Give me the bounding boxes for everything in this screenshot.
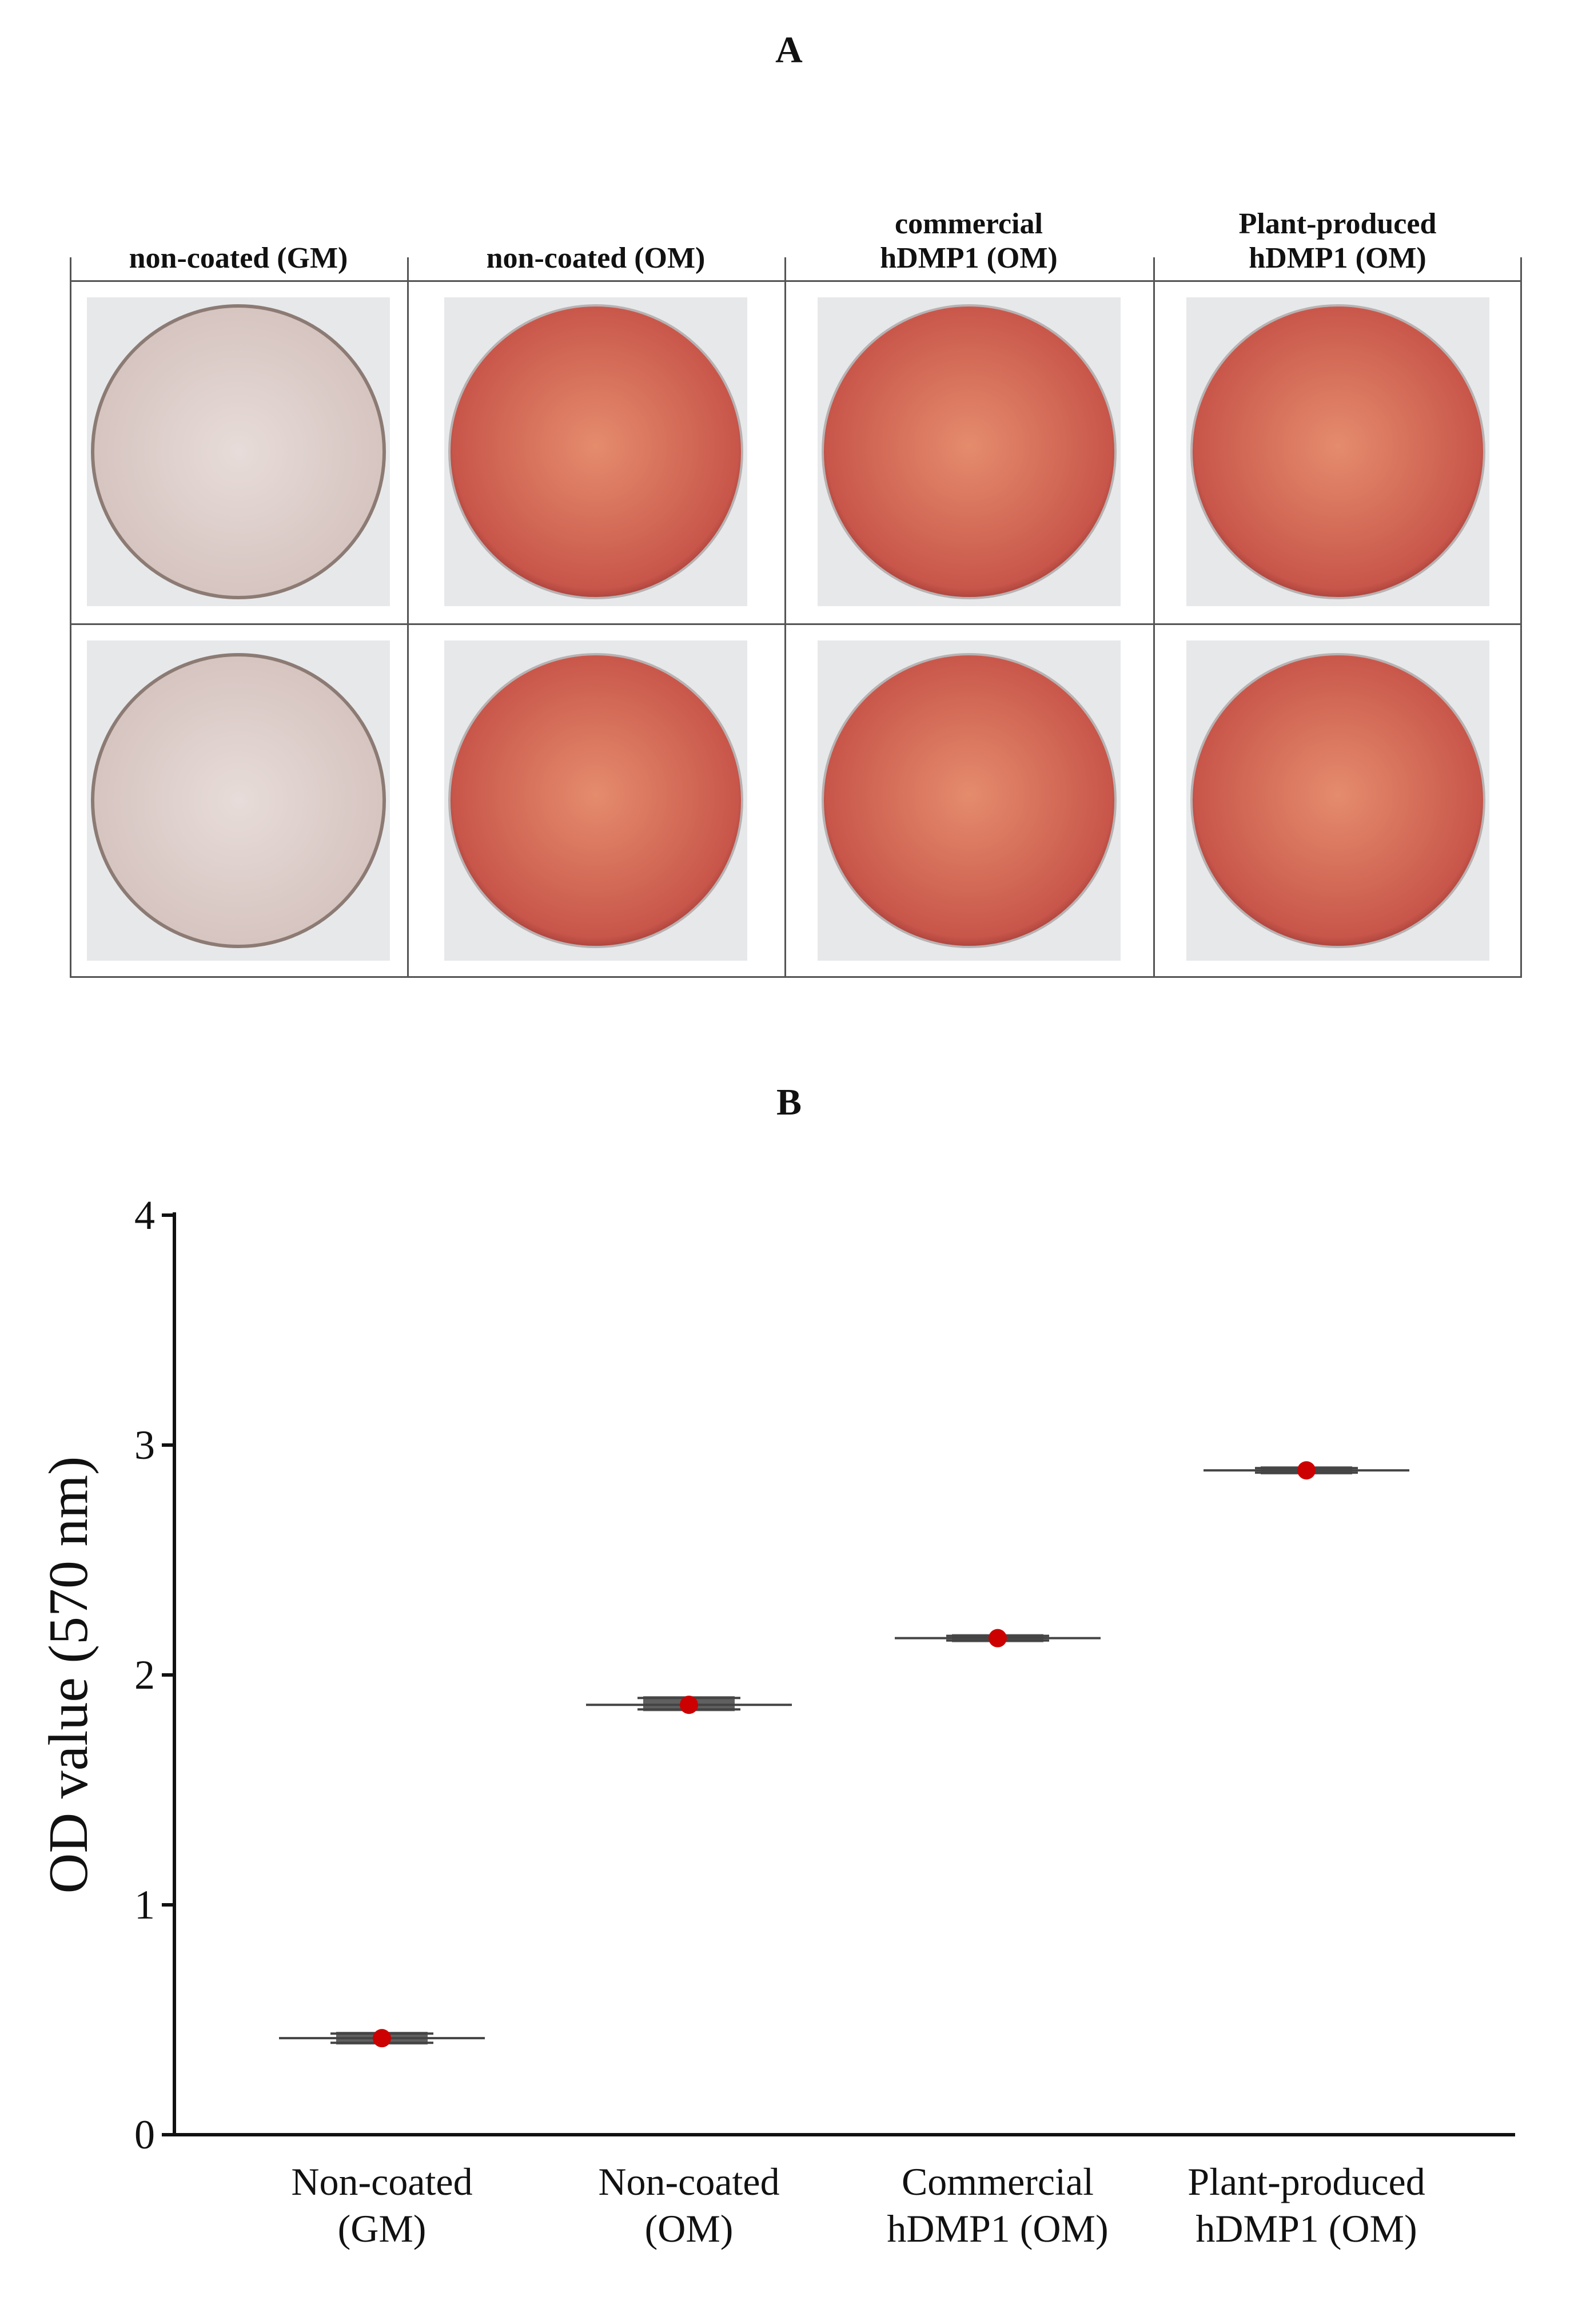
- y-tick-label: 0: [134, 2112, 155, 2158]
- y-tick-label: 2: [134, 1652, 155, 1698]
- stained-well: [821, 304, 1117, 599]
- data-point: [989, 1629, 1007, 1648]
- grid-vertical-line: [1520, 257, 1522, 978]
- stained-well: [448, 304, 743, 599]
- stain-image-grid: non-coated (GM) non-coated (OM) commercial…: [70, 206, 1522, 978]
- well-photo: [1186, 640, 1489, 961]
- stained-well: [448, 653, 743, 948]
- data-point: [1297, 1461, 1316, 1480]
- column-header-text: commercial hDMP1 (OM): [880, 208, 1058, 275]
- grid-vertical-line: [70, 257, 71, 978]
- grid-vertical-line: [1153, 257, 1155, 978]
- stained-well: [91, 304, 386, 599]
- grid-horizontal-line: [70, 976, 1522, 978]
- well-photo: [87, 297, 390, 606]
- data-point: [680, 1696, 698, 1714]
- panel-b-label: B: [776, 1081, 802, 1123]
- x-tick-label: Plant-produced hDMP1 (OM): [1188, 2160, 1425, 2250]
- x-tick-label: Non-coated (GM): [291, 2160, 472, 2250]
- panel-a-label: A: [775, 29, 803, 71]
- grid-horizontal-line: [70, 623, 1522, 625]
- stained-well: [821, 653, 1117, 948]
- stained-well: [1190, 304, 1485, 599]
- y-axis-label: OD value (570 nm): [38, 1457, 99, 1894]
- grid-vertical-line: [407, 257, 409, 978]
- x-tick-label: Commercial hDMP1 (OM): [887, 2160, 1108, 2250]
- od-value-chart: 0 1 2 3 4 OD value (570 nm) Non-coated (GM) Non-…: [38, 1192, 1515, 2250]
- y-tick-label: 3: [134, 1422, 155, 1468]
- column-header-text: non-coated (GM): [129, 242, 348, 275]
- well-photo: [444, 297, 747, 606]
- grid-horizontal-line: [70, 280, 1522, 282]
- well-photo: [1186, 297, 1489, 606]
- stained-well: [1190, 653, 1485, 948]
- well-photo: [817, 640, 1121, 961]
- column-header-1: non-coated (GM): [70, 206, 407, 280]
- column-header-2: non-coated (OM): [407, 206, 784, 280]
- column-header-4: Plant-produced hDMP1 (OM): [1153, 206, 1522, 280]
- y-tick-label: 1: [134, 1882, 155, 1928]
- x-tick-label: Non-coated (OM): [598, 2160, 779, 2250]
- grid-vertical-line: [784, 257, 786, 978]
- stained-well: [91, 653, 386, 948]
- well-photo: [817, 297, 1121, 606]
- y-tick-label: 4: [134, 1192, 155, 1238]
- well-photo: [444, 640, 747, 961]
- column-header-3: commercial hDMP1 (OM): [784, 206, 1153, 280]
- column-header-text: non-coated (OM): [486, 242, 706, 275]
- data-point: [373, 2029, 391, 2048]
- well-photo: [87, 640, 390, 961]
- column-header-text: Plant-produced hDMP1 (OM): [1238, 208, 1437, 275]
